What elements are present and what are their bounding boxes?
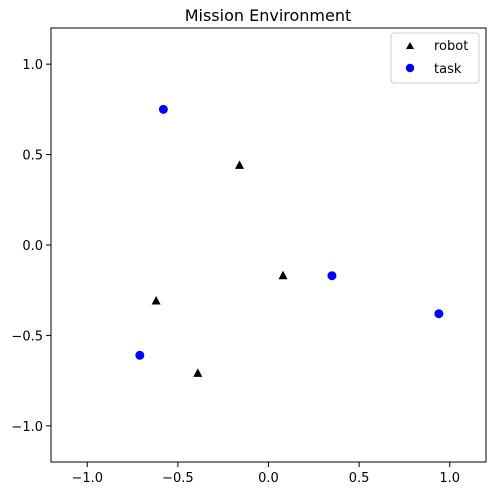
legend-robot-marker xyxy=(406,42,414,49)
y-tick-label: 1.0 xyxy=(22,58,43,73)
legend-robot-label: robot xyxy=(434,39,468,54)
y-tick-label: −0.5 xyxy=(11,329,43,344)
robot-marker xyxy=(278,270,288,280)
x-tick-label: −0.5 xyxy=(162,471,194,486)
x-tick-label: 1.0 xyxy=(439,471,460,486)
task-marker xyxy=(135,350,145,360)
robot-marker xyxy=(151,296,161,305)
data-markers xyxy=(135,104,444,377)
x-tick-label: −1.0 xyxy=(71,471,103,486)
y-tick-label: −1.0 xyxy=(11,420,43,435)
legend-task-label: task xyxy=(434,62,462,77)
task-marker xyxy=(327,271,337,281)
x-tick-label: 0.5 xyxy=(349,471,370,486)
x-axis: −1.0 −0.5 0.0 0.5 1.0 xyxy=(71,462,460,486)
chart-title: Mission Environment xyxy=(185,6,352,25)
robot-marker xyxy=(235,160,244,169)
y-tick-label: 0.5 xyxy=(22,149,43,164)
robot-marker xyxy=(193,368,203,377)
y-axis: −1.0 −0.5 0.0 0.5 1.0 xyxy=(11,58,51,435)
plot-area xyxy=(50,27,487,463)
legend: robot task xyxy=(390,32,480,84)
task-marker xyxy=(434,309,444,319)
legend-task-marker xyxy=(405,63,415,73)
x-tick-label: 0.0 xyxy=(258,471,279,486)
y-tick-label: 0.0 xyxy=(22,239,43,254)
task-marker xyxy=(158,104,168,114)
